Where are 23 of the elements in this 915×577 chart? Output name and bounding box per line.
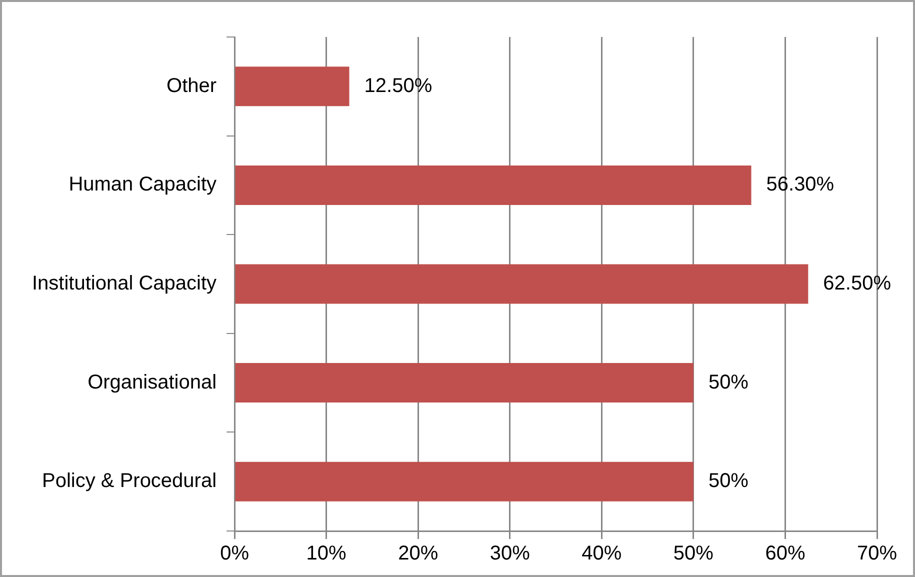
x-tick-label: 30% [490,542,530,565]
x-tick-label: 70% [856,542,898,565]
x-tick-label: 0% [220,542,250,565]
bar [235,264,808,304]
x-tick-label: 10% [306,542,347,565]
data-label: 50% [708,470,749,492]
data-label: 56.30% [766,174,834,196]
data-label: 62.50% [823,272,892,295]
bar [235,165,752,205]
x-tick-label: 50% [673,542,714,565]
bar [235,363,694,403]
x-tick-label: 40% [582,542,622,565]
x-tick-label: 60% [765,542,806,565]
y-tick-label: Organisational [88,371,217,394]
data-label: 12.50% [364,74,432,97]
y-tick-label: Institutional Capacity [32,272,217,295]
y-tick-label: Policy & Procedural [42,470,217,492]
y-tick-label: Other [166,74,217,97]
data-label: 50% [708,371,749,394]
bar [235,462,694,502]
x-tick-label: 20% [398,542,438,565]
y-tick-label: Human Capacity [68,174,217,196]
bar [235,66,350,106]
